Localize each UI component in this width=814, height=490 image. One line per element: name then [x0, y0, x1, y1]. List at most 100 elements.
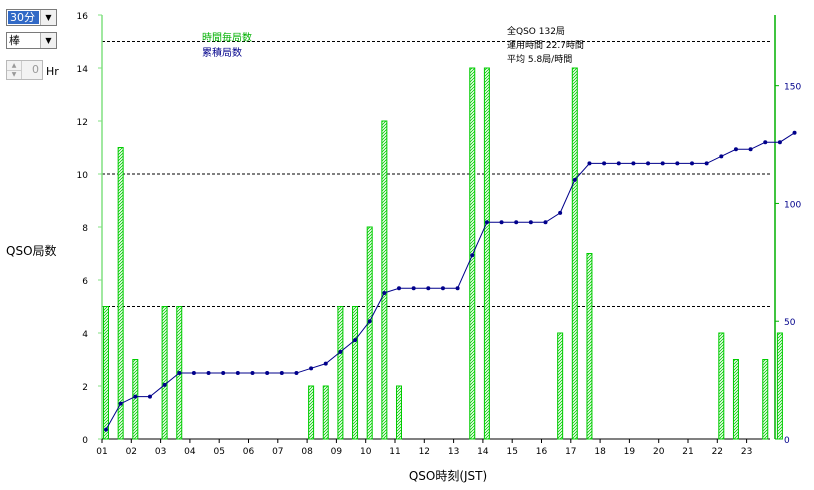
bar — [557, 332, 564, 440]
cumulative-point — [147, 394, 152, 399]
x-axis-tick-label: 22 — [712, 447, 723, 457]
bar — [396, 385, 402, 440]
left-axis-tick-label: 16 — [77, 12, 89, 22]
x-axis-tick-label: 09 — [331, 447, 343, 457]
cumulative-point — [455, 286, 460, 291]
left-axis-tick-label: 4 — [82, 330, 88, 340]
x-axis-tick-label: 05 — [213, 447, 224, 457]
spin-up-icon[interactable]: ▲ — [11, 61, 17, 69]
bar — [117, 147, 124, 440]
x-axis-tick-label: 07 — [272, 447, 283, 457]
x-axis-tick-label: 20 — [653, 447, 665, 457]
cumulative-point — [616, 161, 621, 166]
cumulative-point — [118, 401, 123, 406]
chart-type-value: 棒 — [9, 34, 20, 47]
hour-unit-label: Hr — [46, 65, 59, 78]
cumulative-point — [133, 394, 138, 399]
stats-hours: 運用時間 22.7時間 — [507, 40, 584, 51]
cumulative-point — [719, 154, 724, 159]
cumulative-point — [221, 371, 226, 376]
cumulative-point — [206, 371, 211, 376]
cumulative-point — [704, 161, 709, 166]
x-axis-tick-label: 03 — [155, 447, 166, 457]
chevron-down-icon[interactable]: ▼ — [40, 33, 56, 48]
cumulative-point — [323, 361, 328, 366]
right-axis-tick-label: 0 — [784, 436, 790, 446]
x-axis-tick-label: 21 — [682, 447, 693, 457]
cumulative-point — [748, 147, 753, 152]
cumulative-point — [763, 140, 768, 145]
cumulative-point — [397, 286, 401, 291]
bar — [571, 67, 578, 440]
x-axis-title: QSO時刻(JST) — [409, 469, 487, 483]
right-axis-tick-label: 50 — [784, 318, 796, 328]
cumulative-point — [279, 371, 284, 376]
cumulative-point — [309, 366, 314, 371]
left-axis-tick-label: 8 — [82, 224, 88, 234]
interval-select[interactable]: 30分 ▼ — [6, 9, 57, 26]
left-axis-tick-label: 10 — [77, 171, 89, 181]
interval-value: 30分 — [8, 11, 39, 24]
cumulative-point — [690, 161, 694, 166]
bar — [718, 332, 725, 440]
cumulative-point — [367, 319, 372, 324]
bar — [132, 359, 139, 440]
x-axis-tick-label: 18 — [594, 447, 606, 457]
bar — [381, 120, 388, 440]
bar — [352, 306, 359, 440]
stats-average: 平均 5.8局/時間 — [507, 53, 572, 65]
x-axis-tick-label: 14 — [477, 447, 489, 457]
y-axis-title: QSO局数 — [6, 243, 57, 258]
bar — [586, 253, 593, 440]
cumulative-point — [265, 371, 270, 376]
cumulative-point — [191, 371, 196, 376]
cumulative-point — [499, 220, 504, 225]
cumulative-point — [104, 427, 108, 432]
cumulative-point — [353, 338, 358, 343]
legend-bars: 時間毎局数 — [202, 31, 252, 44]
bar — [762, 359, 769, 440]
hour-offset-value: 0 — [32, 63, 39, 76]
bar — [366, 226, 373, 440]
cumulative-point — [426, 286, 431, 291]
cumulative-point — [660, 161, 665, 166]
hour-offset-spinner[interactable]: ▲ ▼ 0 — [6, 60, 43, 80]
cumulative-line — [105, 132, 795, 430]
left-axis-tick-label: 2 — [82, 383, 88, 393]
cumulative-point — [631, 161, 636, 166]
left-axis-tick-label: 0 — [82, 436, 88, 446]
cumulative-point — [177, 371, 182, 376]
x-axis-tick-label: 13 — [448, 447, 459, 457]
left-axis-tick-label: 14 — [77, 65, 89, 75]
legend-cumulative: 累積局数 — [202, 46, 242, 59]
cumulative-point — [338, 349, 343, 354]
left-axis-tick-label: 6 — [82, 277, 88, 287]
cumulative-point — [675, 161, 680, 166]
cumulative-point — [558, 210, 563, 215]
spinner-arrows[interactable]: ▲ ▼ — [7, 61, 22, 79]
chart-type-select[interactable]: 棒 ▼ — [6, 32, 57, 49]
cumulative-point — [514, 220, 519, 225]
x-axis-tick-label: 06 — [243, 447, 255, 457]
x-axis-tick-label: 12 — [419, 447, 430, 457]
x-axis-tick-label: 23 — [741, 447, 752, 457]
cumulative-point — [294, 371, 299, 376]
bar — [103, 306, 109, 440]
cumulative-point — [777, 140, 782, 145]
bar — [776, 332, 783, 440]
cumulative-point — [602, 161, 607, 166]
x-axis-tick-label: 11 — [389, 447, 400, 457]
bar — [308, 385, 315, 440]
bar — [483, 67, 490, 440]
x-axis-tick-label: 02 — [126, 447, 137, 457]
spin-down-icon[interactable]: ▼ — [7, 69, 21, 80]
cumulative-point — [162, 382, 167, 387]
cumulative-point — [411, 286, 416, 291]
chevron-down-icon[interactable]: ▼ — [40, 10, 56, 25]
stats-total: 全QSO 132局 — [507, 25, 565, 37]
cumulative-point — [470, 253, 475, 258]
bar — [337, 306, 344, 440]
right-axis-tick-label: 100 — [784, 200, 801, 210]
cumulative-point — [572, 177, 577, 182]
x-axis-tick-label: 08 — [301, 447, 313, 457]
